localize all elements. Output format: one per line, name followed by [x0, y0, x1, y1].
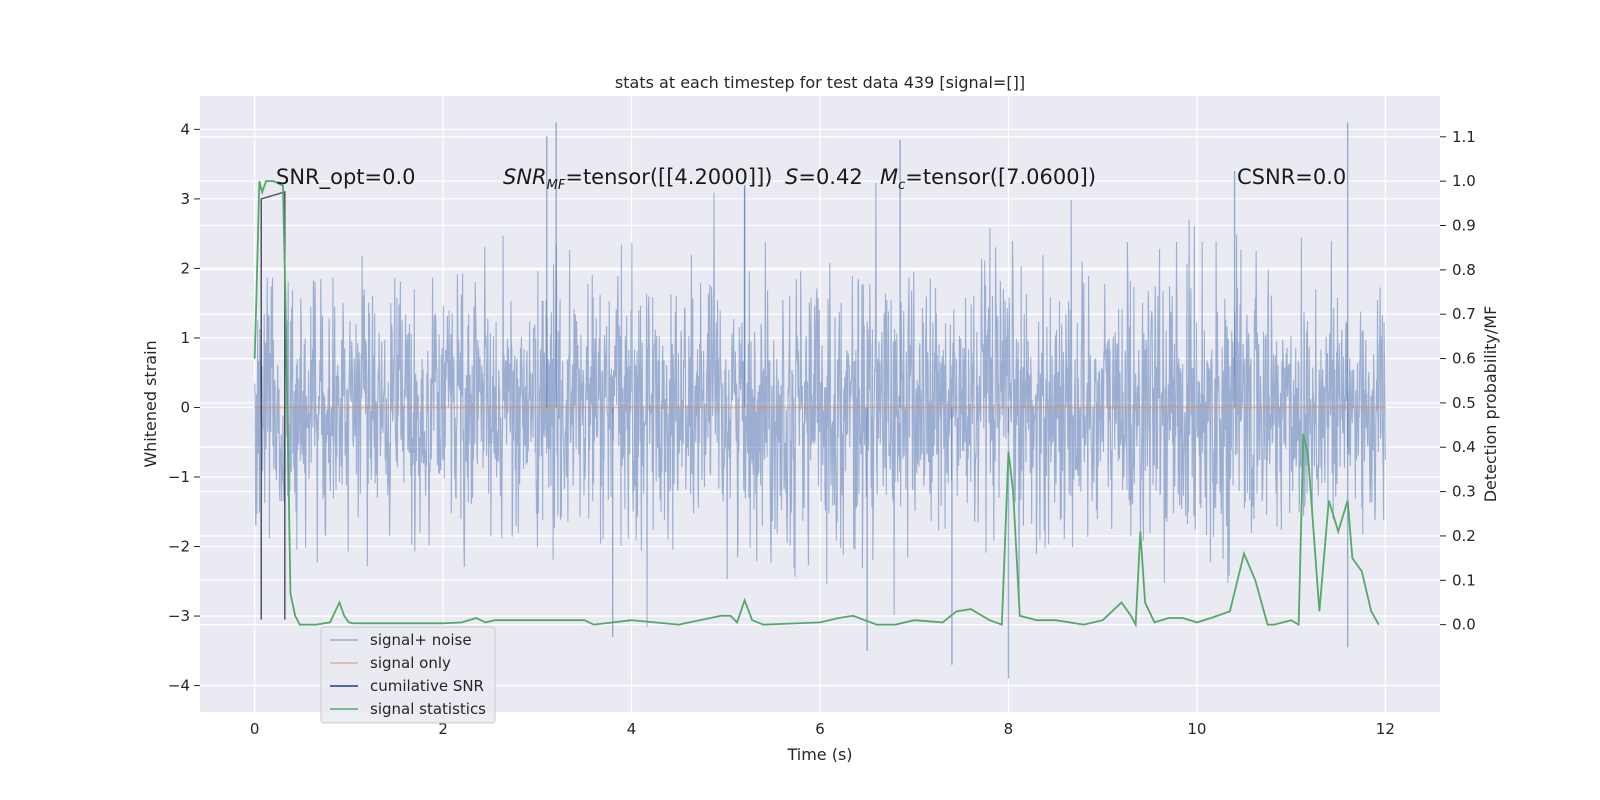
y2-tick-label: 1.0 [1452, 172, 1476, 190]
y2-tick-label: 0.0 [1452, 616, 1476, 634]
s-value: =0.42 [798, 165, 862, 189]
y2-axis-label: Detection probability/MF [1481, 306, 1500, 503]
y2-tick-label: 0.4 [1452, 438, 1476, 456]
y2-tick-label: 0.3 [1452, 483, 1476, 501]
signal-statistics-line [253, 180, 1380, 628]
legend-box [320, 626, 496, 724]
y-tick-label: 4 [180, 120, 190, 138]
legend-label-signal-statistics: signal statistics [370, 700, 486, 718]
x-tick-label: 10 [1187, 720, 1206, 738]
x-tick-label: 8 [1004, 720, 1014, 738]
x-axis-ticks: 0 2 4 6 8 10 12 [250, 720, 1395, 738]
y-axis-label: Whitened strain [141, 340, 160, 467]
annotation-s: S=0.42 [785, 165, 863, 189]
series-signal-statistics [253, 180, 1380, 628]
y-tick-label: 2 [180, 259, 190, 277]
chart-title: stats at each timestep for test data 439… [615, 73, 1025, 92]
annotation-mc: Mc=tensor([7.0600]) [880, 165, 1096, 193]
y2-tick-label: 0.6 [1452, 350, 1476, 368]
annotation-snr-opt: SNR_opt=0.0 [276, 165, 416, 190]
y2-axis-ticks: 0.0 0.1 0.2 0.3 0.4 0.5 0.6 0.7 0.8 0.9 1.0 1.1 [1440, 128, 1476, 634]
legend-label-cumilative-snr: cumilative SNR [370, 677, 484, 695]
legend: signal+ noise signal only cumilative SNR… [320, 626, 496, 724]
y2-tick-label: 0.5 [1452, 394, 1476, 412]
x-tick-label: 12 [1376, 720, 1395, 738]
y2-tick-label: 0.2 [1452, 527, 1476, 545]
x-axis-label: Time (s) [786, 745, 852, 764]
snr-mf-value: =tensor([[4.2000]]) [565, 165, 772, 189]
series-cumilative-snr [260, 190, 286, 620]
x-tick-label: 6 [815, 720, 825, 738]
x-tick-label: 0 [250, 720, 260, 738]
y2-tick-label: 1.1 [1452, 128, 1476, 146]
mc-value: =tensor([7.0600]) [905, 165, 1096, 189]
y2-tick-label: 0.9 [1452, 216, 1476, 234]
noise-line [254, 182, 1386, 628]
mc-prefix: M [880, 165, 898, 189]
y2-tick-label: 0.1 [1452, 571, 1476, 589]
legend-label-signal-only: signal only [370, 654, 451, 672]
mc-subscript: c [898, 178, 905, 193]
y2-tick-label: 0.7 [1452, 305, 1476, 323]
snr-mf-subscript: MF [547, 178, 566, 193]
annotation-snr-mf: SNRMF=tensor([[4.2000]]) [503, 165, 772, 193]
legend-label-signal-noise: signal+ noise [370, 631, 472, 649]
y-axis-ticks: −4 −3 −2 −1 0 1 2 3 4 [168, 120, 200, 695]
cumilative-snr-line [260, 190, 286, 620]
y-tick-label: 3 [180, 190, 190, 208]
y-tick-label: −2 [168, 538, 190, 556]
y2-tick-label: 0.8 [1452, 261, 1476, 279]
x-tick-label: 2 [438, 720, 448, 738]
series-signal-noise [254, 122, 1386, 679]
y-tick-label: −4 [168, 677, 190, 695]
annotation-csnr: CSNR=0.0 [1237, 165, 1346, 189]
snr-mf-prefix: SNR [503, 165, 547, 189]
y-tick-label: 1 [180, 329, 190, 347]
y-tick-label: 0 [180, 398, 190, 416]
y-tick-label: −1 [168, 468, 190, 486]
s-prefix: S [785, 165, 798, 189]
y-tick-label: −3 [168, 607, 190, 625]
x-tick-label: 4 [627, 720, 637, 738]
